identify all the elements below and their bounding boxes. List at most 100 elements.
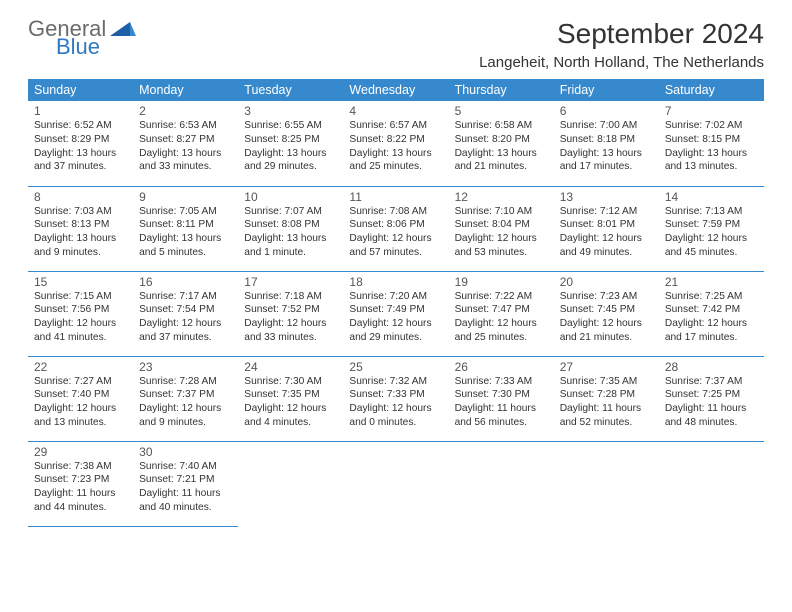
sunset-text: Sunset: 7:37 PM [139,388,232,402]
daylight-text: Daylight: 11 hours and 40 minutes. [139,487,232,515]
day-header-row: Sunday Monday Tuesday Wednesday Thursday… [28,79,764,101]
calendar-cell: 16Sunrise: 7:17 AMSunset: 7:54 PMDayligh… [133,271,238,356]
sunset-text: Sunset: 8:01 PM [560,218,653,232]
sunrise-text: Sunrise: 6:52 AM [34,119,127,133]
day-info: Sunrise: 7:32 AMSunset: 7:33 PMDaylight:… [349,375,442,430]
day-number: 2 [139,104,232,118]
day-info: Sunrise: 7:10 AMSunset: 8:04 PMDaylight:… [455,205,548,260]
day-number: 5 [455,104,548,118]
sunset-text: Sunset: 8:08 PM [244,218,337,232]
daylight-text: Daylight: 12 hours and 41 minutes. [34,317,127,345]
daylight-text: Daylight: 12 hours and 45 minutes. [665,232,758,260]
daylight-text: Daylight: 13 hours and 29 minutes. [244,147,337,175]
calendar-cell: 23Sunrise: 7:28 AMSunset: 7:37 PMDayligh… [133,356,238,441]
day-header: Thursday [449,79,554,101]
sunrise-text: Sunrise: 6:55 AM [244,119,337,133]
logo-text: General Blue [28,18,106,58]
sunrise-text: Sunrise: 6:53 AM [139,119,232,133]
sunset-text: Sunset: 7:40 PM [34,388,127,402]
sunset-text: Sunset: 7:56 PM [34,303,127,317]
sunset-text: Sunset: 7:47 PM [455,303,548,317]
sunrise-text: Sunrise: 7:02 AM [665,119,758,133]
day-info: Sunrise: 7:02 AMSunset: 8:15 PMDaylight:… [665,119,758,174]
day-number: 28 [665,360,758,374]
calendar-cell: 8Sunrise: 7:03 AMSunset: 8:13 PMDaylight… [28,186,133,271]
daylight-text: Daylight: 13 hours and 33 minutes. [139,147,232,175]
day-info: Sunrise: 7:17 AMSunset: 7:54 PMDaylight:… [139,290,232,345]
day-info: Sunrise: 7:00 AMSunset: 8:18 PMDaylight:… [560,119,653,174]
day-info: Sunrise: 7:35 AMSunset: 7:28 PMDaylight:… [560,375,653,430]
day-number: 22 [34,360,127,374]
sunset-text: Sunset: 8:25 PM [244,133,337,147]
daylight-text: Daylight: 13 hours and 17 minutes. [560,147,653,175]
sunset-text: Sunset: 8:18 PM [560,133,653,147]
sunset-text: Sunset: 7:25 PM [665,388,758,402]
calendar-cell: 9Sunrise: 7:05 AMSunset: 8:11 PMDaylight… [133,186,238,271]
day-number: 23 [139,360,232,374]
sunrise-text: Sunrise: 7:25 AM [665,290,758,304]
sunset-text: Sunset: 8:27 PM [139,133,232,147]
calendar-cell: 22Sunrise: 7:27 AMSunset: 7:40 PMDayligh… [28,356,133,441]
day-number: 19 [455,275,548,289]
calendar-cell [659,441,764,526]
sunrise-text: Sunrise: 7:18 AM [244,290,337,304]
day-number: 30 [139,445,232,459]
logo: General Blue [28,18,136,58]
day-header: Saturday [659,79,764,101]
day-info: Sunrise: 6:55 AMSunset: 8:25 PMDaylight:… [244,119,337,174]
day-info: Sunrise: 7:03 AMSunset: 8:13 PMDaylight:… [34,205,127,260]
calendar-cell: 21Sunrise: 7:25 AMSunset: 7:42 PMDayligh… [659,271,764,356]
day-number: 9 [139,190,232,204]
sunset-text: Sunset: 7:42 PM [665,303,758,317]
calendar-cell: 3Sunrise: 6:55 AMSunset: 8:25 PMDaylight… [238,101,343,186]
day-info: Sunrise: 7:07 AMSunset: 8:08 PMDaylight:… [244,205,337,260]
day-number: 27 [560,360,653,374]
sunset-text: Sunset: 7:21 PM [139,473,232,487]
sunrise-text: Sunrise: 7:27 AM [34,375,127,389]
calendar-cell: 4Sunrise: 6:57 AMSunset: 8:22 PMDaylight… [343,101,448,186]
day-number: 26 [455,360,548,374]
sunset-text: Sunset: 8:06 PM [349,218,442,232]
day-number: 13 [560,190,653,204]
sunrise-text: Sunrise: 7:17 AM [139,290,232,304]
day-info: Sunrise: 7:28 AMSunset: 7:37 PMDaylight:… [139,375,232,430]
daylight-text: Daylight: 12 hours and 21 minutes. [560,317,653,345]
day-info: Sunrise: 6:58 AMSunset: 8:20 PMDaylight:… [455,119,548,174]
sunset-text: Sunset: 7:30 PM [455,388,548,402]
day-info: Sunrise: 6:57 AMSunset: 8:22 PMDaylight:… [349,119,442,174]
day-number: 24 [244,360,337,374]
sunset-text: Sunset: 7:49 PM [349,303,442,317]
daylight-text: Daylight: 13 hours and 13 minutes. [665,147,758,175]
day-number: 18 [349,275,442,289]
sunrise-text: Sunrise: 7:08 AM [349,205,442,219]
calendar-cell: 15Sunrise: 7:15 AMSunset: 7:56 PMDayligh… [28,271,133,356]
calendar-cell: 18Sunrise: 7:20 AMSunset: 7:49 PMDayligh… [343,271,448,356]
calendar-row: 8Sunrise: 7:03 AMSunset: 8:13 PMDaylight… [28,186,764,271]
day-number: 12 [455,190,548,204]
sunset-text: Sunset: 8:13 PM [34,218,127,232]
day-header: Sunday [28,79,133,101]
sunrise-text: Sunrise: 7:33 AM [455,375,548,389]
calendar-cell: 14Sunrise: 7:13 AMSunset: 7:59 PMDayligh… [659,186,764,271]
calendar-cell [554,441,659,526]
daylight-text: Daylight: 12 hours and 17 minutes. [665,317,758,345]
calendar-cell: 27Sunrise: 7:35 AMSunset: 7:28 PMDayligh… [554,356,659,441]
sunrise-text: Sunrise: 7:32 AM [349,375,442,389]
sunrise-text: Sunrise: 7:40 AM [139,460,232,474]
calendar-cell: 29Sunrise: 7:38 AMSunset: 7:23 PMDayligh… [28,441,133,526]
sunrise-text: Sunrise: 7:35 AM [560,375,653,389]
sunset-text: Sunset: 7:59 PM [665,218,758,232]
sunset-text: Sunset: 7:45 PM [560,303,653,317]
calendar-table: Sunday Monday Tuesday Wednesday Thursday… [28,79,764,527]
calendar-cell: 20Sunrise: 7:23 AMSunset: 7:45 PMDayligh… [554,271,659,356]
calendar-cell: 6Sunrise: 7:00 AMSunset: 8:18 PMDaylight… [554,101,659,186]
calendar-cell: 19Sunrise: 7:22 AMSunset: 7:47 PMDayligh… [449,271,554,356]
sunrise-text: Sunrise: 7:13 AM [665,205,758,219]
daylight-text: Daylight: 12 hours and 0 minutes. [349,402,442,430]
sunrise-text: Sunrise: 7:23 AM [560,290,653,304]
sunrise-text: Sunrise: 7:10 AM [455,205,548,219]
day-header: Monday [133,79,238,101]
daylight-text: Daylight: 12 hours and 53 minutes. [455,232,548,260]
sunset-text: Sunset: 7:54 PM [139,303,232,317]
daylight-text: Daylight: 12 hours and 4 minutes. [244,402,337,430]
